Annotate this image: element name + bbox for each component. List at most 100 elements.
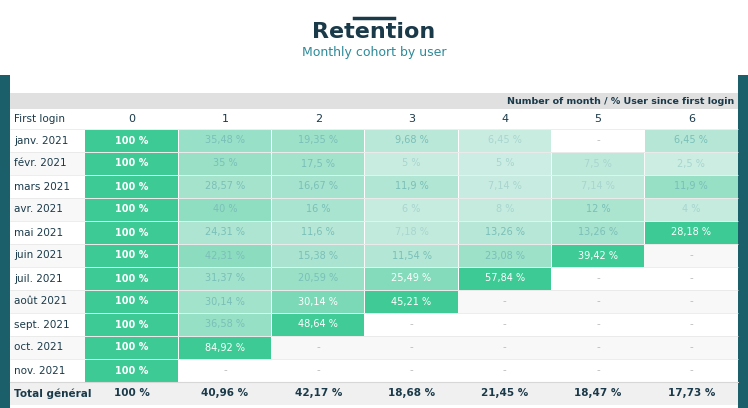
- Text: 18,47 %: 18,47 %: [574, 388, 622, 399]
- Bar: [365, 222, 458, 244]
- Bar: [365, 290, 458, 313]
- Text: 57,84 %: 57,84 %: [485, 273, 525, 284]
- Text: 8 %: 8 %: [496, 204, 514, 215]
- Text: -: -: [596, 366, 600, 375]
- Text: 100 %: 100 %: [115, 251, 148, 260]
- Bar: [646, 175, 738, 197]
- Text: 4 %: 4 %: [682, 204, 701, 215]
- Bar: [552, 199, 644, 220]
- Bar: [365, 268, 458, 290]
- Bar: [365, 244, 458, 266]
- Bar: [272, 175, 364, 197]
- Text: mai 2021: mai 2021: [14, 228, 63, 237]
- Bar: [85, 222, 178, 244]
- Bar: [10, 221, 738, 244]
- Text: 100 %: 100 %: [115, 273, 148, 284]
- Bar: [459, 222, 551, 244]
- Text: 11,54 %: 11,54 %: [391, 251, 432, 260]
- Bar: [179, 175, 271, 197]
- Bar: [10, 267, 738, 290]
- Text: 13,26 %: 13,26 %: [485, 228, 525, 237]
- Text: 17,73 %: 17,73 %: [668, 388, 715, 399]
- Bar: [646, 222, 738, 244]
- Bar: [10, 152, 738, 175]
- Bar: [459, 244, 551, 266]
- Text: Total général: Total général: [14, 388, 91, 399]
- Text: -: -: [596, 342, 600, 353]
- Bar: [179, 313, 271, 335]
- Bar: [272, 153, 364, 175]
- Text: 19,35 %: 19,35 %: [298, 135, 338, 146]
- Bar: [10, 359, 738, 382]
- Text: 25,49 %: 25,49 %: [391, 273, 432, 284]
- Bar: [272, 290, 364, 313]
- Text: -: -: [410, 319, 414, 330]
- Bar: [646, 129, 738, 151]
- Bar: [85, 313, 178, 335]
- Bar: [10, 129, 738, 152]
- Text: 45,21 %: 45,21 %: [391, 297, 432, 306]
- Text: 84,92 %: 84,92 %: [205, 342, 245, 353]
- Text: -: -: [316, 366, 320, 375]
- Text: 100 %: 100 %: [115, 182, 148, 191]
- Text: -: -: [410, 342, 414, 353]
- Bar: [459, 268, 551, 290]
- Text: 100 %: 100 %: [115, 342, 148, 353]
- Bar: [85, 153, 178, 175]
- Text: 6: 6: [688, 114, 695, 124]
- Text: 7,14 %: 7,14 %: [488, 182, 521, 191]
- Text: 35 %: 35 %: [212, 158, 237, 169]
- Text: 100 %: 100 %: [115, 135, 148, 146]
- Bar: [179, 268, 271, 290]
- Text: -: -: [690, 366, 693, 375]
- Bar: [10, 175, 738, 198]
- Text: 100 %: 100 %: [115, 297, 148, 306]
- Bar: [272, 268, 364, 290]
- Text: 100 %: 100 %: [115, 319, 148, 330]
- Text: août 2021: août 2021: [14, 297, 67, 306]
- Text: 5 %: 5 %: [495, 158, 514, 169]
- Text: oct. 2021: oct. 2021: [14, 342, 64, 353]
- Bar: [272, 222, 364, 244]
- Text: 16,67 %: 16,67 %: [298, 182, 338, 191]
- Bar: [552, 175, 644, 197]
- Text: 40 %: 40 %: [212, 204, 237, 215]
- Bar: [179, 244, 271, 266]
- Text: 28,57 %: 28,57 %: [205, 182, 245, 191]
- Bar: [85, 244, 178, 266]
- Text: 17,5 %: 17,5 %: [301, 158, 335, 169]
- Text: -: -: [690, 342, 693, 353]
- Bar: [179, 199, 271, 220]
- Bar: [10, 244, 738, 267]
- Text: 42,31 %: 42,31 %: [205, 251, 245, 260]
- Text: 36,58 %: 36,58 %: [205, 319, 245, 330]
- Text: 15,38 %: 15,38 %: [298, 251, 338, 260]
- Bar: [646, 153, 738, 175]
- Bar: [365, 199, 458, 220]
- Bar: [459, 175, 551, 197]
- Text: 100 %: 100 %: [115, 228, 148, 237]
- Bar: [85, 199, 178, 220]
- Bar: [85, 359, 178, 381]
- Bar: [365, 129, 458, 151]
- Text: -: -: [690, 273, 693, 284]
- Text: févr. 2021: févr. 2021: [14, 158, 67, 169]
- Text: janv. 2021: janv. 2021: [14, 135, 68, 146]
- Text: 11,6 %: 11,6 %: [301, 228, 335, 237]
- Bar: [646, 199, 738, 220]
- Text: 100 %: 100 %: [115, 204, 148, 215]
- Text: -: -: [503, 297, 506, 306]
- Text: 100 %: 100 %: [115, 158, 148, 169]
- Text: 42,17 %: 42,17 %: [295, 388, 342, 399]
- Text: 6 %: 6 %: [402, 204, 420, 215]
- Bar: [85, 175, 178, 197]
- Bar: [10, 336, 738, 359]
- Text: juin 2021: juin 2021: [14, 251, 63, 260]
- Text: 6,45 %: 6,45 %: [488, 135, 521, 146]
- Text: -: -: [596, 319, 600, 330]
- Bar: [365, 175, 458, 197]
- Bar: [459, 129, 551, 151]
- Bar: [552, 244, 644, 266]
- Text: sept. 2021: sept. 2021: [14, 319, 70, 330]
- Bar: [272, 199, 364, 220]
